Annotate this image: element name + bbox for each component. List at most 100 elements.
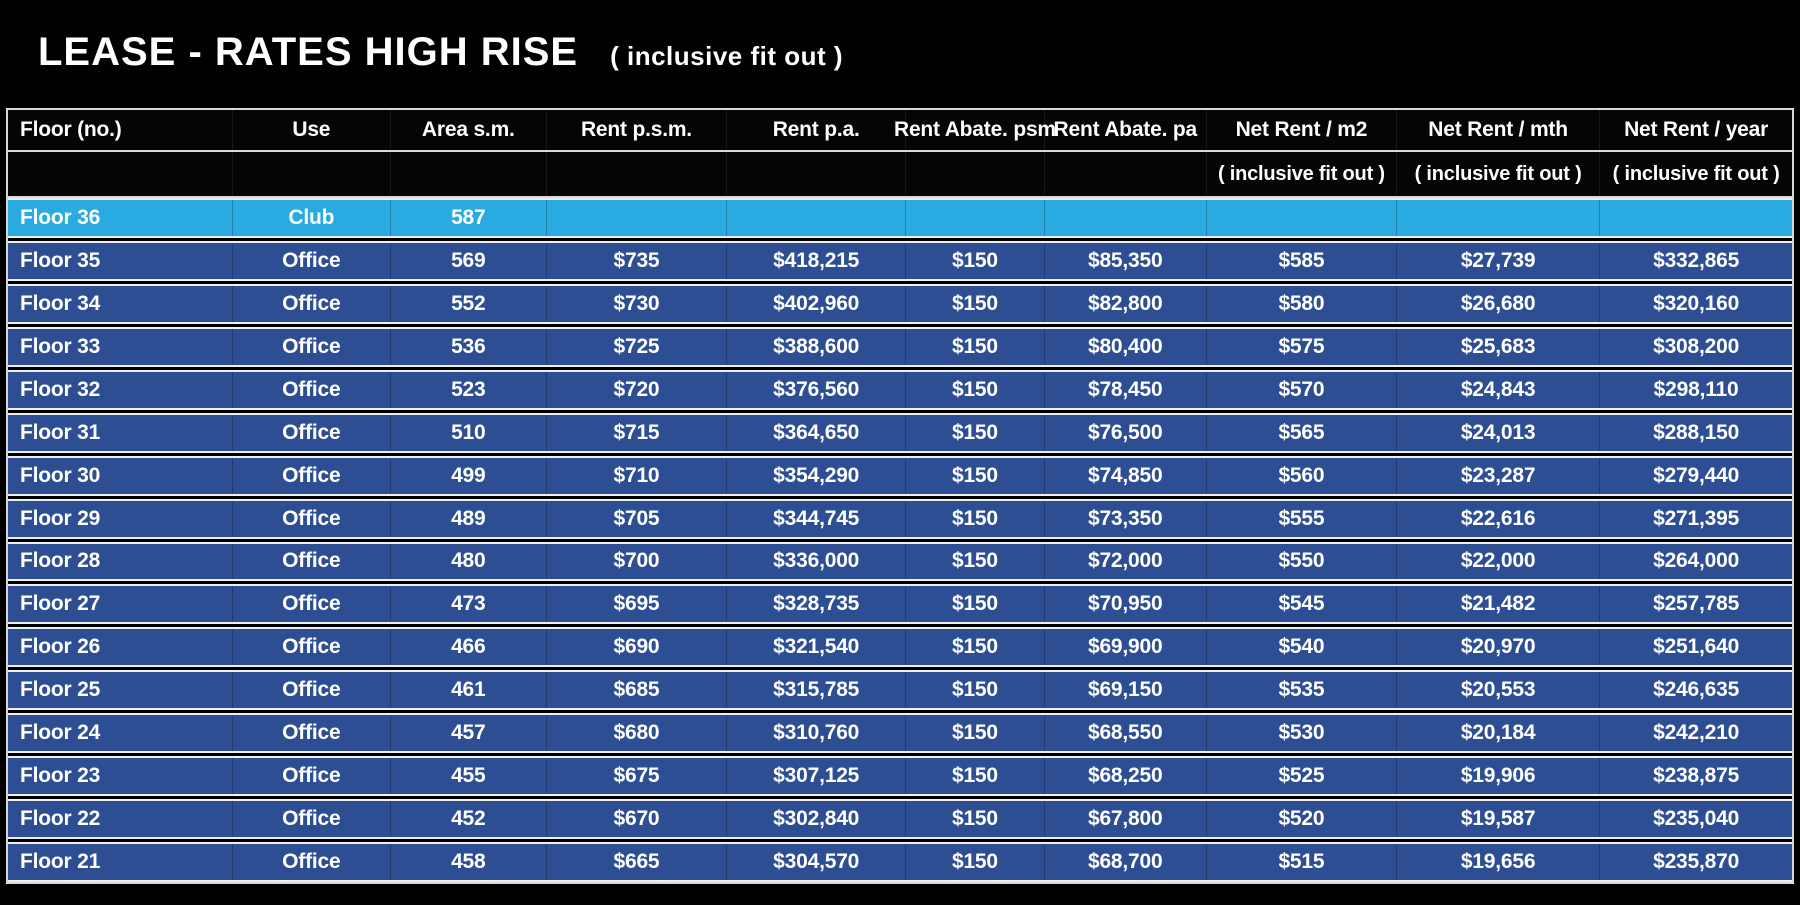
cell-rent-abate-psm: $150: [905, 285, 1043, 322]
cell-net-rent-mth: [1395, 200, 1599, 236]
cell-net-rent-m2: $555: [1205, 500, 1396, 537]
cell-rent-pa: $328,735: [726, 586, 905, 623]
cell-floor: Floor 25: [20, 678, 101, 702]
cell-rent-pa: $344,745: [726, 500, 905, 537]
cell-net-rent-mth: $26,680: [1395, 285, 1599, 322]
cell-rent-psm: $665: [545, 844, 726, 880]
cell-rent-abate-psm: $150: [905, 586, 1043, 623]
cell-rent-abate-pa: $70,950: [1043, 586, 1206, 623]
cell-area-sm: 455: [389, 758, 546, 795]
cell-use: Office: [231, 371, 390, 408]
column-subheader-rent-abate-pa: [1043, 152, 1206, 196]
cell-rent-pa: $321,540: [726, 629, 905, 666]
cell-area-sm: 536: [389, 328, 546, 365]
column-header-net-rent-mth: Net Rent / mth: [1395, 110, 1599, 150]
cell-rent-abate-psm: [905, 200, 1043, 236]
cell-rent-abate-pa: $68,250: [1043, 758, 1206, 795]
cell-rent-abate-psm: $150: [905, 672, 1043, 709]
table-row-floor-25: Floor 25 Office 461 $685 $315,785 $150 $69,150…: [8, 670, 1792, 711]
column-header-rent-pa: Rent p.a.: [726, 110, 905, 150]
cell-rent-pa: $315,785: [726, 672, 905, 709]
cell-rent-abate-pa: $68,550: [1043, 715, 1206, 752]
cell-rent-psm: $710: [545, 457, 726, 494]
cell-net-rent-mth: $22,000: [1395, 543, 1599, 580]
cell-net-rent-year: $320,160: [1599, 285, 1792, 322]
cell-net-rent-m2: $550: [1205, 543, 1396, 580]
cell-net-rent-year: $271,395: [1599, 500, 1792, 537]
table-row-floor-36: Floor 36 Club 587: [8, 198, 1792, 238]
table-row-floor-31: Floor 31 Office 510 $715 $364,650 $150 $76,500…: [8, 412, 1792, 453]
column-header-net-rent-m2: Net Rent / m2: [1205, 110, 1396, 150]
table-row-floor-29: Floor 29 Office 489 $705 $344,745 $150 $73,350…: [8, 498, 1792, 539]
cell-rent-psm: $695: [545, 586, 726, 623]
cell-rent-pa: $310,760: [726, 715, 905, 752]
cell-net-rent-m2: $575: [1205, 328, 1396, 365]
cell-rent-abate-pa: $78,450: [1043, 371, 1206, 408]
cell-area-sm: 480: [389, 543, 546, 580]
cell-area-sm: 466: [389, 629, 546, 666]
column-header-rent-psm: Rent p.s.m.: [545, 110, 726, 150]
cell-rent-abate-pa: $67,800: [1043, 801, 1206, 838]
table-row-floor-35: Floor 35 Office 569 $735 $418,215 $150 $85,350…: [8, 240, 1792, 281]
cell-area-sm: 523: [389, 371, 546, 408]
cell-rent-psm: $705: [545, 500, 726, 537]
cell-rent-abate-psm: $150: [905, 629, 1043, 666]
column-subheader-use: [231, 152, 390, 196]
cell-rent-pa: $336,000: [726, 543, 905, 580]
cell-area-sm: 457: [389, 715, 546, 752]
cell-rent-psm: $725: [545, 328, 726, 365]
cell-net-rent-mth: $20,553: [1395, 672, 1599, 709]
table-row-floor-21: Floor 21 Office 458 $665 $304,570 $150 $68,700…: [8, 842, 1792, 882]
cell-rent-abate-pa: $74,850: [1043, 457, 1206, 494]
table-row-floor-28: Floor 28 Office 480 $700 $336,000 $150 $72,000…: [8, 541, 1792, 582]
cell-rent-psm: $670: [545, 801, 726, 838]
cell-rent-psm: $685: [545, 672, 726, 709]
cell-area-sm: 499: [389, 457, 546, 494]
cell-use: Office: [231, 672, 390, 709]
cell-rent-abate-pa: $68,700: [1043, 844, 1206, 880]
cell-floor: Floor 21: [20, 850, 101, 874]
cell-floor: Floor 23: [20, 764, 101, 788]
cell-net-rent-mth: $20,970: [1395, 629, 1599, 666]
column-subheader-net-rent-mth: ( inclusive fit out ): [1395, 152, 1599, 196]
cell-net-rent-year: $242,210: [1599, 715, 1792, 752]
cell-use: Office: [231, 457, 390, 494]
cell-floor: Floor 33: [20, 334, 101, 358]
title-bar: LEASE - RATES HIGH RISE ( inclusive fit …: [0, 0, 1800, 108]
cell-area-sm: 461: [389, 672, 546, 709]
cell-rent-psm: $735: [545, 242, 726, 279]
cell-net-rent-year: $308,200: [1599, 328, 1792, 365]
cell-net-rent-mth: $24,843: [1395, 371, 1599, 408]
cell-rent-psm: $675: [545, 758, 726, 795]
cell-rent-psm: $700: [545, 543, 726, 580]
cell-use: Office: [231, 586, 390, 623]
cell-area-sm: 510: [389, 414, 546, 451]
cell-net-rent-m2: $545: [1205, 586, 1396, 623]
cell-use: Office: [231, 629, 390, 666]
cell-rent-abate-pa: $80,400: [1043, 328, 1206, 365]
cell-net-rent-year: $235,040: [1599, 801, 1792, 838]
cell-net-rent-m2: $565: [1205, 414, 1396, 451]
table-row-floor-23: Floor 23 Office 455 $675 $307,125 $150 $68,250…: [8, 756, 1792, 797]
cell-rent-abate-psm: $150: [905, 242, 1043, 279]
cell-net-rent-year: $288,150: [1599, 414, 1792, 451]
cell-net-rent-mth: $20,184: [1395, 715, 1599, 752]
cell-rent-pa: $302,840: [726, 801, 905, 838]
cell-net-rent-year: $246,635: [1599, 672, 1792, 709]
cell-net-rent-m2: $570: [1205, 371, 1396, 408]
cell-rent-psm: $690: [545, 629, 726, 666]
cell-rent-abate-pa: $69,900: [1043, 629, 1206, 666]
column-header-rent-abate-psm: Rent Abate. psm: [894, 110, 1056, 150]
cell-net-rent-m2: $585: [1205, 242, 1396, 279]
cell-net-rent-mth: $27,739: [1395, 242, 1599, 279]
cell-use: Office: [231, 414, 390, 451]
cell-rent-abate-pa: $85,350: [1043, 242, 1206, 279]
cell-net-rent-mth: $19,656: [1395, 844, 1599, 880]
cell-rent-abate-psm: $150: [905, 543, 1043, 580]
cell-net-rent-mth: $19,587: [1395, 801, 1599, 838]
cell-net-rent-mth: $19,906: [1395, 758, 1599, 795]
cell-net-rent-mth: $24,013: [1395, 414, 1599, 451]
cell-floor: Floor 27: [20, 592, 101, 616]
cell-rent-abate-psm: $150: [905, 758, 1043, 795]
cell-rent-abate-pa: $72,000: [1043, 543, 1206, 580]
